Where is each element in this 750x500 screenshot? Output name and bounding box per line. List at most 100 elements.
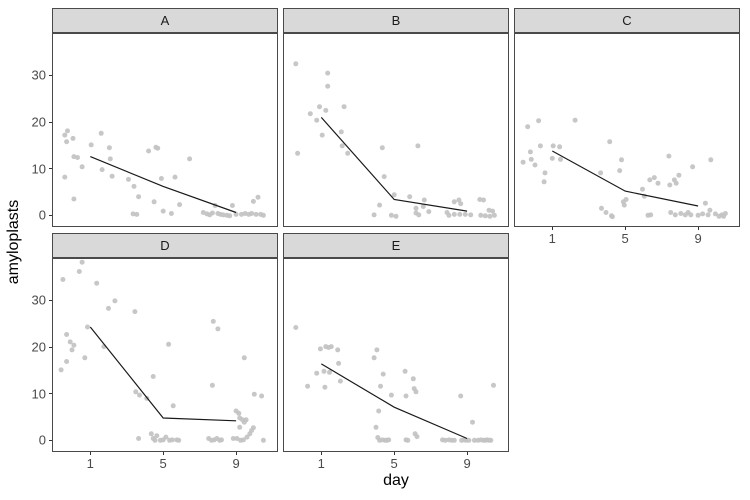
data-point	[471, 437, 477, 443]
data-point	[466, 437, 472, 443]
facet-canvas-B	[293, 61, 497, 219]
data-point	[442, 437, 448, 443]
data-point	[136, 194, 142, 200]
x-axis-title: day	[383, 472, 409, 489]
facet-panel-E	[283, 258, 509, 452]
data-point	[132, 309, 138, 315]
facet-panel-A	[52, 33, 278, 227]
y-tick-mark	[49, 299, 52, 301]
data-point	[155, 145, 161, 151]
data-point	[240, 437, 246, 443]
data-point	[187, 156, 193, 162]
data-point	[391, 192, 397, 198]
data-point	[490, 208, 496, 214]
data-point	[317, 346, 323, 352]
data-point	[134, 211, 140, 217]
data-point	[64, 332, 70, 337]
x-tick-mark	[697, 227, 699, 230]
data-point	[209, 210, 215, 216]
trend-line	[320, 117, 468, 212]
data-point	[405, 437, 411, 443]
data-point	[168, 211, 174, 216]
data-point	[380, 371, 386, 377]
data-point	[160, 208, 166, 214]
data-point	[712, 211, 718, 217]
data-point	[107, 156, 113, 162]
y-tick-mark	[49, 168, 52, 170]
data-point	[416, 212, 422, 218]
data-point	[410, 376, 416, 382]
data-point	[152, 437, 158, 443]
data-point	[393, 213, 399, 219]
data-point	[407, 194, 413, 200]
data-point	[640, 186, 645, 192]
data-point	[323, 107, 329, 113]
x-tick-label: 1	[548, 231, 556, 246]
data-point	[328, 344, 334, 350]
x-tick-label: 5	[159, 456, 167, 471]
data-point	[623, 197, 629, 202]
facet-strip-B: B	[283, 8, 509, 33]
data-point	[177, 202, 183, 208]
facet-strip-E: E	[283, 233, 509, 258]
x-tick-label: 9	[463, 456, 471, 471]
data-point	[536, 118, 542, 124]
data-point	[339, 143, 345, 149]
data-point	[71, 196, 77, 202]
facet-strip-label: D	[160, 238, 170, 253]
data-point	[88, 142, 94, 148]
data-point	[64, 359, 70, 364]
data-point	[215, 326, 221, 332]
data-point	[482, 213, 488, 219]
data-point	[388, 212, 394, 218]
data-point	[151, 199, 157, 205]
data-point	[532, 162, 538, 168]
data-point	[136, 436, 142, 441]
data-point	[695, 212, 701, 218]
data-point	[527, 149, 533, 155]
data-point	[371, 355, 377, 361]
data-point	[700, 211, 706, 217]
x-tick-label: 1	[317, 456, 325, 471]
data-point	[227, 213, 233, 219]
data-point	[525, 124, 531, 130]
facet-strip-D: D	[52, 233, 278, 258]
facet-panel-B	[283, 33, 509, 227]
data-point	[673, 180, 679, 186]
data-point	[158, 176, 164, 181]
data-point	[62, 132, 68, 138]
data-point	[172, 174, 178, 180]
data-point	[210, 318, 216, 324]
data-point	[322, 384, 328, 390]
facet-strip-label: B	[391, 13, 401, 28]
data-point	[251, 391, 257, 397]
y-tick-mark	[49, 121, 52, 123]
data-point	[99, 167, 105, 173]
data-point	[345, 150, 351, 156]
data-point	[379, 145, 385, 151]
x-tick-label: 9	[232, 456, 240, 471]
x-tick-mark	[162, 452, 164, 455]
data-point	[708, 157, 714, 163]
x-tick-mark	[466, 452, 468, 455]
data-point	[243, 417, 249, 423]
data-point	[371, 212, 377, 218]
data-point	[458, 393, 464, 399]
data-point	[65, 128, 70, 134]
data-point	[456, 197, 462, 203]
data-point	[541, 179, 547, 185]
y-tick-mark	[49, 74, 52, 76]
data-point	[451, 199, 457, 205]
data-point	[470, 419, 475, 425]
data-point	[528, 156, 534, 162]
data-point	[462, 211, 468, 217]
data-point	[237, 424, 243, 430]
data-point	[451, 437, 457, 443]
y-tick-label: 10	[31, 161, 46, 177]
trend-line	[552, 150, 699, 207]
y-tick-label: 20	[31, 339, 46, 355]
data-point	[648, 212, 654, 218]
y-tick-label: 0	[38, 432, 46, 448]
data-point	[722, 211, 728, 216]
data-point	[481, 197, 486, 203]
